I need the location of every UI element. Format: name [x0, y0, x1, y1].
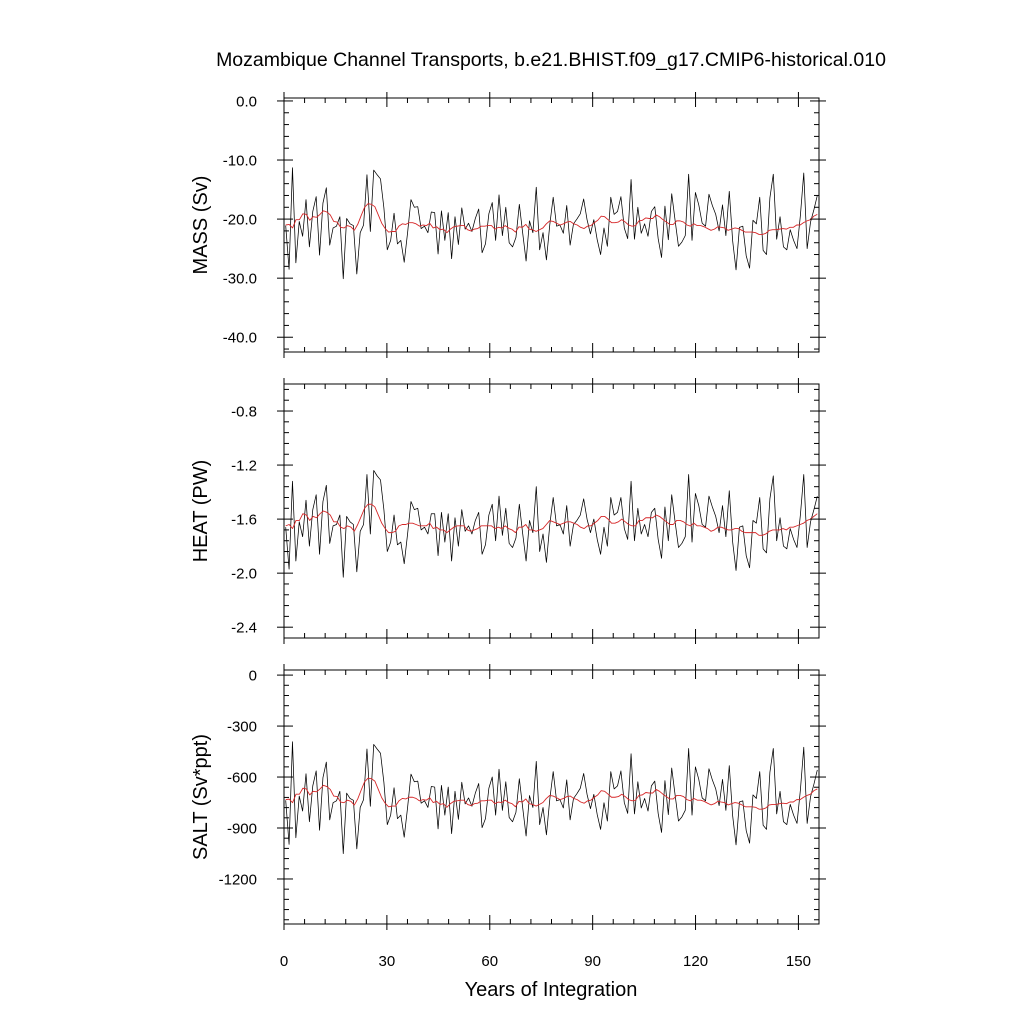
salt-y-tick-label: -600 — [227, 770, 257, 787]
mass-y-tick-label: -30.0 — [223, 271, 257, 288]
heat-y-tick-label: -1.6 — [231, 512, 257, 529]
mass-panel: 0.0 -10.0 -20.0 -30.0 -40.0 MASS (Sv) — [190, 92, 826, 358]
salt-x-tick-label: 90 — [584, 953, 601, 970]
heat-y-tick-label: -2.0 — [231, 566, 257, 583]
salt-raw-series — [285, 741, 818, 855]
salt-panel: 0 -300 -600 -900 -1200 SALT (Sv*ppt) 0 30 60 90 12… — [190, 664, 826, 970]
salt-y-tick-label: -1200 — [219, 871, 257, 888]
salt-x-tick-label: 150 — [786, 953, 811, 970]
heat-y-tick-label: -0.8 — [231, 404, 257, 421]
heat-raw-series — [285, 470, 818, 578]
salt-y-axis-label: SALT (Sv*ppt) — [190, 734, 212, 860]
figure-title: Mozambique Channel Transports, b.e21.BHI… — [216, 49, 886, 71]
mass-y-tick-label: -10.0 — [223, 153, 257, 170]
heat-y-tick-label: -1.2 — [231, 458, 257, 475]
mass-y-tick-label: -20.0 — [223, 212, 257, 229]
mass-smoothed-series — [285, 203, 818, 235]
salt-smoothed-series — [285, 777, 818, 810]
mass-y-axis-label: MASS (Sv) — [190, 176, 212, 275]
heat-panel: -0.8 -1.2 -1.6 -2.0 -2.4 HEAT (PW) — [190, 378, 826, 644]
mass-y-tick-label: -40.0 — [223, 330, 257, 347]
heat-smoothed-series — [285, 503, 818, 536]
salt-x-tick-label: 60 — [481, 953, 498, 970]
mass-y-tick-label: 0.0 — [236, 93, 257, 110]
salt-x-tick-label: 30 — [379, 953, 396, 970]
x-axis-label: Years of Integration — [465, 979, 638, 1001]
salt-y-tick-label: -900 — [227, 821, 257, 838]
salt-x-tick-label: 120 — [683, 953, 708, 970]
mass-raw-series — [285, 167, 818, 280]
heat-y-tick-label: -2.4 — [231, 620, 257, 637]
heat-y-axis-label: HEAT (PW) — [190, 460, 212, 563]
salt-x-tick-label: 0 — [280, 953, 288, 970]
salt-y-tick-label: 0 — [249, 668, 257, 685]
salt-y-tick-label: -300 — [227, 719, 257, 736]
